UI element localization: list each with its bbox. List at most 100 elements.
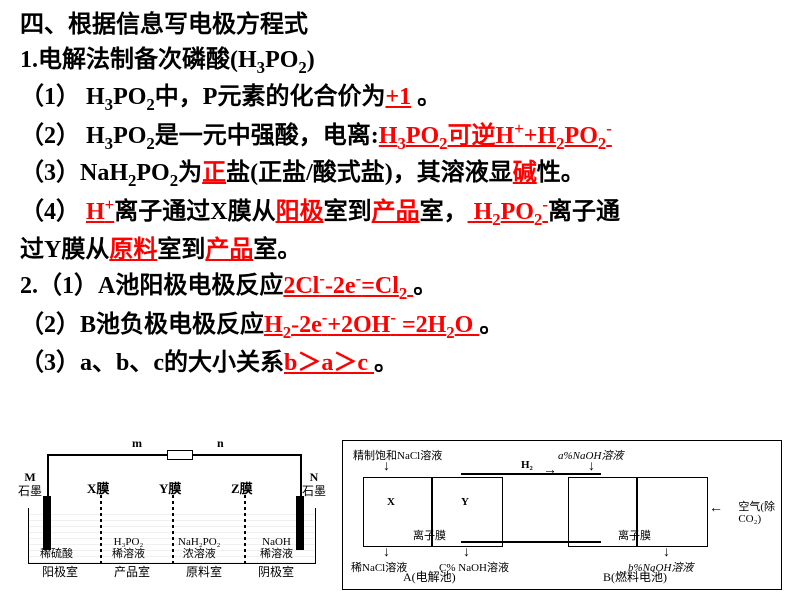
t: PO: [113, 123, 146, 149]
c4a: NaOH稀溶液: [260, 536, 293, 560]
t: -2e: [291, 312, 322, 338]
t: 离子通: [548, 199, 620, 225]
q2-p2: （2）B池负极电极反应H2-2e-+2OH- =2H2O 。: [20, 306, 774, 345]
t: 是一元中强酸，电离:: [155, 123, 379, 149]
t: 盐(正盐/酸式盐)，其溶液显: [226, 160, 513, 186]
air-in: 空气(除CO₂): [738, 501, 775, 525]
out1: 稀NaCl溶液: [351, 559, 407, 575]
q2-p3: （3）a、b、c的大小关系b＞a＞c 。: [20, 346, 774, 381]
q1-p2: （2） H3PO2是一元中强酸，电离:H3PO2可逆H++H2PO2-: [20, 117, 774, 156]
label-y: Y膜: [159, 478, 181, 497]
q1-p1: （1） H3PO2中，P元素的化合价为+1 。: [20, 80, 774, 117]
t: H: [379, 123, 398, 149]
h2: H₂: [521, 459, 533, 471]
ans: H2-2e-+2OH- =2H2O: [264, 312, 479, 338]
t: 可逆H: [448, 123, 515, 149]
c3b: 原料室: [186, 563, 222, 580]
arrow-left-icon: ←: [709, 501, 723, 517]
t: 室到: [324, 199, 372, 225]
t: 性。: [537, 160, 585, 186]
t: PO: [136, 160, 169, 186]
t: H: [468, 199, 493, 225]
t: 稀溶液: [260, 548, 293, 560]
arrow-right-icon: →: [543, 463, 557, 479]
t: 空气(除: [738, 501, 775, 513]
t: （2）B池负极电极反应: [20, 312, 264, 338]
s: 2: [298, 58, 306, 77]
wire: [461, 541, 601, 543]
s: -: [606, 119, 612, 138]
t: （3）NaH: [20, 160, 128, 186]
c2a: H₃PO₂稀溶液: [112, 536, 145, 560]
ans: H2PO2-: [468, 199, 548, 225]
membrane-y: [172, 495, 174, 564]
t: M: [24, 470, 35, 484]
s: 2: [492, 210, 500, 229]
ans: H3PO2可逆H++H2PO2-: [379, 123, 612, 149]
diagram-b: 精制饱和NaCl溶液 a%NaOH溶液 ↓ ↓ X Y 离子膜 离子膜 H₂ →…: [342, 440, 782, 590]
s: 3: [397, 134, 405, 153]
t: +H: [524, 123, 556, 149]
s: 3: [105, 134, 113, 153]
diagram-a: m n M石墨 N石墨 X膜 Y膜 Z膜 稀硫酸 H₃PO₂稀溶液 NaH₂PO…: [12, 440, 332, 590]
q1-p3: （3）NaH2PO2为正盐(正盐/酸式盐)，其溶液显碱性。: [20, 156, 774, 193]
c3a: NaH₂PO₂浓溶液: [178, 536, 221, 560]
ans: 碱: [513, 160, 537, 186]
label-Y: Y: [461, 496, 469, 508]
q1-p4b: 过Y膜从原料室到产品室。: [20, 233, 774, 268]
t: -2e: [325, 273, 356, 299]
electrode-n: [296, 496, 304, 550]
membrane-z: [244, 495, 246, 564]
label-n: n: [217, 436, 224, 451]
t: +2OH: [327, 312, 390, 338]
label-m: m: [132, 436, 142, 451]
t: 。: [374, 350, 398, 376]
t: 。: [479, 312, 503, 338]
t: 石墨: [18, 484, 42, 498]
cell-a-name: A(电解池): [403, 568, 456, 585]
section-heading: 四、根据信息写电极方程式: [20, 8, 774, 43]
wire: [47, 454, 49, 498]
s: 3: [257, 58, 265, 77]
t: N: [310, 470, 319, 484]
t: 。: [411, 84, 441, 110]
ans: H+: [86, 199, 114, 225]
electrode-m: [43, 496, 51, 550]
t: H: [264, 312, 283, 338]
c1a: 稀硫酸: [40, 548, 73, 560]
s: 2: [556, 134, 564, 153]
t: =2H: [396, 312, 446, 338]
q1-title: 1.电解法制备次磷酸(H3PO2): [20, 43, 774, 80]
s: 2: [170, 171, 178, 190]
t: ): [307, 47, 315, 73]
t: H: [86, 199, 105, 225]
t: CO₂): [738, 513, 761, 525]
t: （4）: [20, 199, 86, 225]
s: 2: [399, 284, 407, 303]
label-z: Z膜: [231, 478, 253, 497]
t: =Cl: [361, 273, 399, 299]
q1-p4: （4） H+离子通过X膜从阳极室到产品室， H2PO2-离子通: [20, 193, 774, 232]
ans: 产品: [205, 237, 253, 263]
ans: 原料: [109, 237, 157, 263]
t: 浓溶液: [183, 548, 216, 560]
membrane-x: [100, 495, 102, 564]
t: PO: [406, 123, 439, 149]
t: 过Y膜从: [20, 237, 109, 263]
label-X: X: [387, 496, 395, 508]
c2b: 产品室: [114, 563, 150, 580]
ans: +1: [385, 84, 411, 110]
t1: 精制饱和NaCl溶液: [353, 447, 442, 463]
t: H₃PO₂: [114, 536, 144, 548]
label-N: N石墨: [302, 470, 326, 499]
t: PO: [265, 47, 298, 73]
t: PO: [565, 123, 598, 149]
t: 室，: [420, 199, 468, 225]
ans: 2Cl--2e-=Cl2: [283, 273, 413, 299]
t: 室到: [157, 237, 205, 263]
q2-p1: 2.（1）A池阳极电极反应2Cl--2e-=Cl2 。: [20, 267, 774, 306]
s: +: [514, 119, 524, 138]
t: （3）a、b、c的大小关系: [20, 350, 284, 376]
t: 为: [178, 160, 202, 186]
t: 中，P元素的化合价为: [155, 84, 386, 110]
